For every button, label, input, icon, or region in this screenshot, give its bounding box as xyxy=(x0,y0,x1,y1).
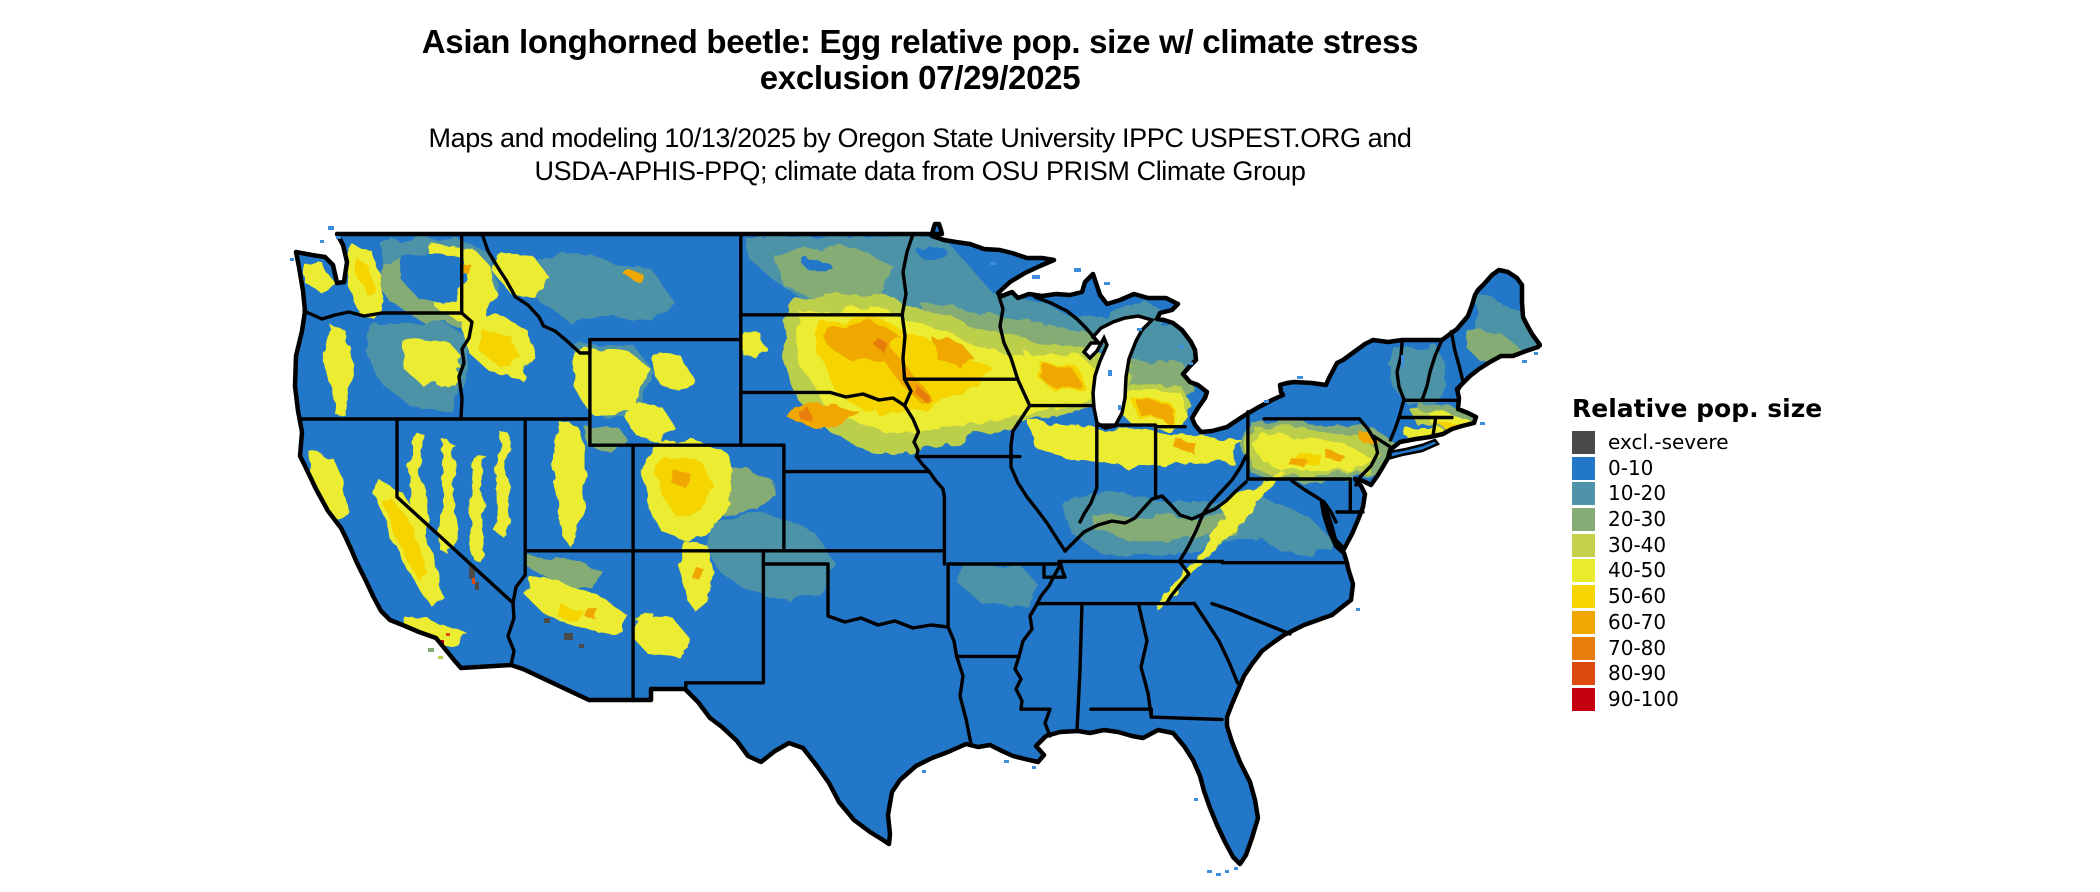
legend-label: 30-40 xyxy=(1608,532,1667,557)
legend-row: 80-90 xyxy=(1572,661,1822,686)
legend-swatch-80-90 xyxy=(1572,662,1595,686)
map-title: Asian longhorned beetle: Egg relative po… xyxy=(0,24,1840,96)
legend-row: 90-100 xyxy=(1572,686,1822,711)
state-borders xyxy=(300,232,1465,746)
legend-label: 50-60 xyxy=(1608,584,1667,609)
legend-swatch-70-80 xyxy=(1572,636,1595,660)
legend-label: 80-90 xyxy=(1608,661,1667,686)
subtitle-line-2: USDA-APHIS-PPQ; climate data from OSU PR… xyxy=(534,156,1306,186)
legend-swatch-30-40 xyxy=(1572,533,1595,557)
legend-swatch-90-100 xyxy=(1572,687,1595,711)
legend-row: 50-60 xyxy=(1572,584,1822,609)
legend-label: 40-50 xyxy=(1608,558,1667,583)
water-raster-specks xyxy=(290,226,1538,876)
long-island xyxy=(1388,438,1440,460)
legend-title: Relative pop. size xyxy=(1572,394,1823,423)
subtitle-line-1: Maps and modeling 10/13/2025 by Oregon S… xyxy=(428,123,1412,153)
legend-label: 60-70 xyxy=(1608,609,1667,634)
legend-label: 0-10 xyxy=(1608,455,1654,480)
legend-label: 20-30 xyxy=(1608,507,1667,532)
band-70-80 xyxy=(798,338,928,419)
legend-swatch-excl-severe xyxy=(1572,431,1595,454)
legend-row: 10-20 xyxy=(1572,481,1822,506)
title-line-1: Asian longhorned beetle: Egg relative po… xyxy=(421,23,1419,60)
legend: Relative pop. size excl.-severe 0-10 10-… xyxy=(1572,394,1822,714)
legend-swatch-60-70 xyxy=(1572,610,1595,634)
title-line-2: exclusion 07/29/2025 xyxy=(759,59,1081,96)
legend-swatch-20-30 xyxy=(1572,508,1595,532)
lake-michigan xyxy=(1081,314,1156,430)
conus-outline xyxy=(292,221,1543,867)
legend-row: 70-80 xyxy=(1572,635,1822,660)
blue-basins xyxy=(348,238,1392,586)
legend-label: 10-20 xyxy=(1608,481,1667,506)
us-map-svg xyxy=(290,221,1543,876)
legend-row: 40-50 xyxy=(1572,558,1822,583)
legend-swatch-40-50 xyxy=(1572,559,1595,583)
legend-row: excl.-severe xyxy=(1572,431,1822,454)
legend-row: 30-40 xyxy=(1572,532,1822,557)
legend-row: 60-70 xyxy=(1572,609,1822,634)
map-subtitle: Maps and modeling 10/13/2025 by Oregon S… xyxy=(0,122,1840,188)
legend-label: excl.-severe xyxy=(1608,430,1729,454)
legend-swatch-0-10 xyxy=(1572,456,1595,480)
legend-swatch-10-20 xyxy=(1572,482,1595,506)
us-map xyxy=(232,170,1543,885)
legend-label: 70-80 xyxy=(1608,635,1667,660)
legend-row: 0-10 xyxy=(1572,455,1822,480)
legend-swatch-50-60 xyxy=(1572,585,1595,609)
legend-row: 20-30 xyxy=(1572,507,1822,532)
legend-label: 90-100 xyxy=(1608,686,1679,711)
